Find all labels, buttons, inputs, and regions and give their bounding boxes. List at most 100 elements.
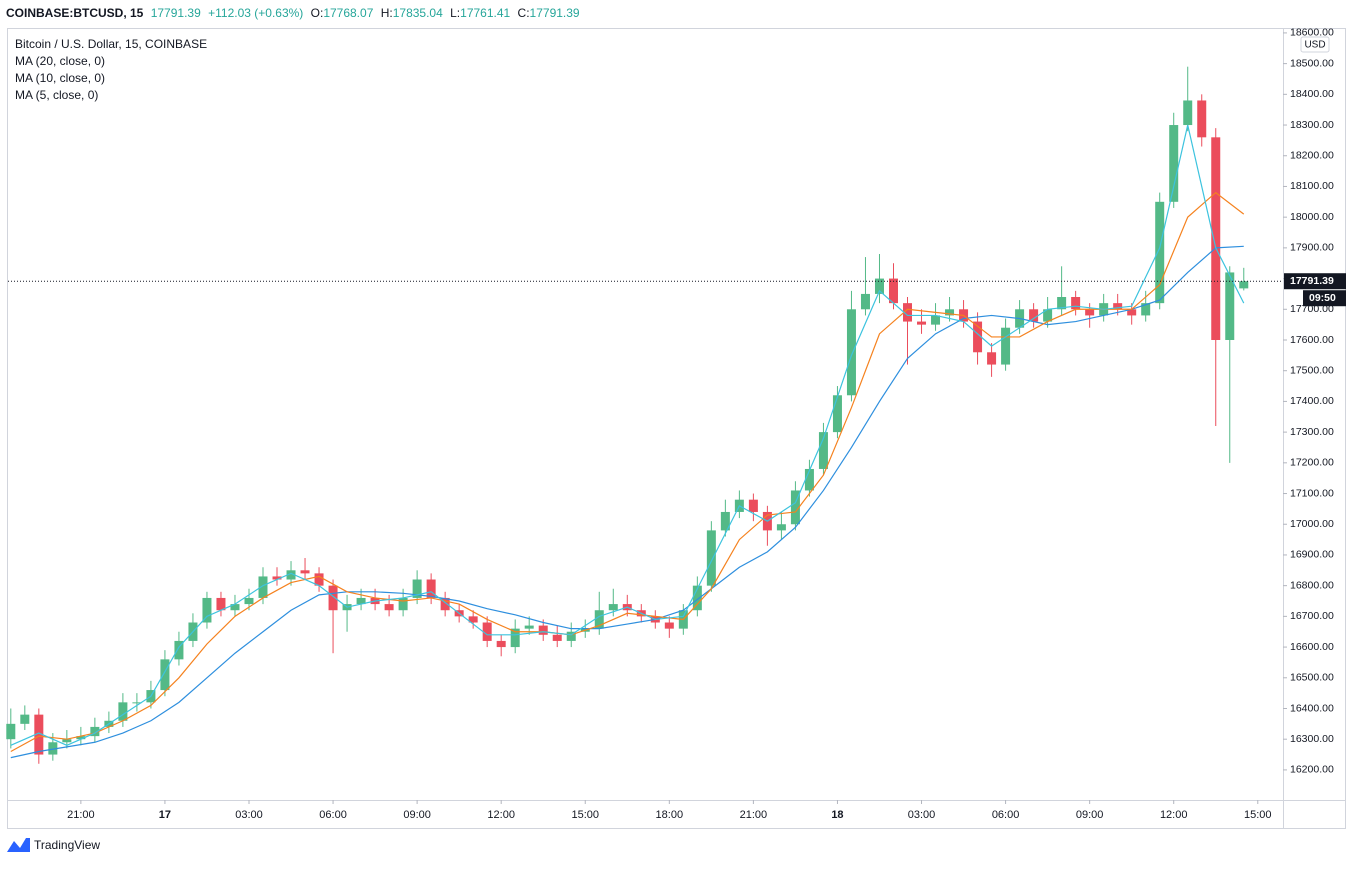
ma-line [10, 191, 1245, 753]
y-tick-label: 17200.00 [1290, 457, 1334, 469]
candle-body [1169, 125, 1179, 202]
candle-body [1141, 303, 1151, 316]
candle-body [76, 736, 86, 740]
x-tick-label: 21:00 [67, 809, 95, 821]
candle-body [398, 597, 408, 611]
y-tick-label: 16600.00 [1290, 641, 1334, 653]
ohlc-value: 17768.07 [323, 6, 374, 20]
y-tick-label: 16500.00 [1290, 672, 1334, 684]
candle-body [818, 432, 828, 469]
candle-body [426, 579, 436, 598]
logo-icon [7, 838, 30, 852]
y-tick-label: 17000.00 [1290, 518, 1334, 530]
candle-body [412, 579, 422, 598]
candle-body [174, 640, 184, 660]
y-tick-label: 16300.00 [1290, 733, 1334, 745]
candle-body [244, 597, 254, 605]
y-tick-label: 16400.00 [1290, 702, 1334, 714]
candle-body [594, 610, 604, 629]
candle-body [748, 499, 758, 512]
legend-entry: MA (10, close, 0) [15, 71, 105, 85]
candle-body [300, 570, 310, 574]
candle-body [1239, 281, 1249, 289]
y-tick-label: 17300.00 [1290, 426, 1334, 438]
currency: USD [1304, 40, 1325, 51]
candle-body [524, 625, 534, 629]
ohlc-label: C: [517, 6, 530, 20]
last-price-label: 17791.39 [1290, 275, 1334, 287]
candle-body [538, 625, 548, 635]
candle-body [1197, 100, 1207, 138]
candle-body [1225, 272, 1235, 340]
x-tick-label: 21:00 [740, 809, 768, 821]
candle-body [48, 742, 58, 755]
candle-body [832, 395, 842, 433]
countdown-box [1303, 290, 1346, 307]
candle-body [1127, 309, 1137, 316]
candle-body [973, 321, 983, 353]
y-tick-label: 18600.00 [1290, 27, 1334, 39]
x-tick-label: 09:00 [403, 809, 431, 821]
candle-body [286, 570, 296, 580]
header: COINBASE:BTCUSD, 15 17791.39 +112.03 (+0… [6, 6, 584, 20]
y-tick-label: 17600.00 [1290, 334, 1334, 346]
candle-body [1113, 303, 1123, 310]
y-tick-label: 17900.00 [1290, 242, 1334, 254]
candle-body [664, 622, 674, 629]
y-tick-label: 17500.00 [1290, 364, 1334, 376]
candle-body [1001, 327, 1011, 365]
candle-body [945, 309, 955, 316]
y-tick-label: 16800.00 [1290, 579, 1334, 591]
y-tick-label: 18100.00 [1290, 180, 1334, 192]
candle-body [90, 726, 100, 737]
candle-body [440, 597, 450, 611]
candle-body [860, 293, 870, 310]
candle-body [118, 702, 128, 721]
symbol: COINBASE:BTCUSD, 15 [6, 6, 144, 20]
candle-body [566, 631, 576, 641]
chart-title: Bitcoin / U.S. Dollar, 15, COINBASE [15, 37, 207, 51]
last-price: 17791.39 [150, 6, 201, 20]
x-tick-label: 15:00 [1244, 809, 1272, 821]
candle-body [216, 597, 226, 611]
x-tick-label: 18:00 [656, 809, 684, 821]
ohlc-label: O: [310, 6, 324, 20]
candle-body [510, 628, 520, 648]
candle-body [272, 576, 282, 580]
candle-body [1071, 297, 1081, 310]
brand: TradingView [34, 838, 100, 852]
candle-body [132, 702, 142, 704]
candle-body [496, 640, 506, 648]
candle-body [1043, 309, 1053, 322]
candle-body [468, 616, 478, 623]
ohlc-value: 17791.39 [529, 6, 580, 20]
candle-body [1029, 309, 1039, 322]
candle-body [202, 597, 212, 623]
ohlc-value: 17835.04 [392, 6, 443, 20]
legend-entry: MA (20, close, 0) [15, 54, 105, 68]
x-tick-label: 12:00 [1160, 809, 1188, 821]
candle-body [874, 278, 884, 294]
y-tick-label: 18200.00 [1290, 150, 1334, 162]
candle-body [230, 604, 240, 611]
x-tick-label: 18 [831, 809, 843, 821]
candle-body [6, 723, 16, 740]
candle-body [987, 352, 997, 365]
candle-body [931, 315, 941, 325]
ma-line [10, 245, 1244, 759]
brand-logo [7, 838, 30, 852]
candle-body [888, 278, 898, 304]
candle-body [692, 585, 702, 611]
ohlc-label: L: [450, 6, 461, 20]
candle-body [846, 309, 856, 396]
candle-body [776, 524, 786, 531]
ohlc-label: H: [380, 6, 393, 20]
candle-body [552, 634, 562, 641]
candle-body [804, 468, 814, 491]
candle-body [720, 511, 730, 531]
candle-body [790, 490, 800, 525]
x-tick-label: 06:00 [319, 809, 347, 821]
x-tick-label: 12:00 [487, 809, 515, 821]
